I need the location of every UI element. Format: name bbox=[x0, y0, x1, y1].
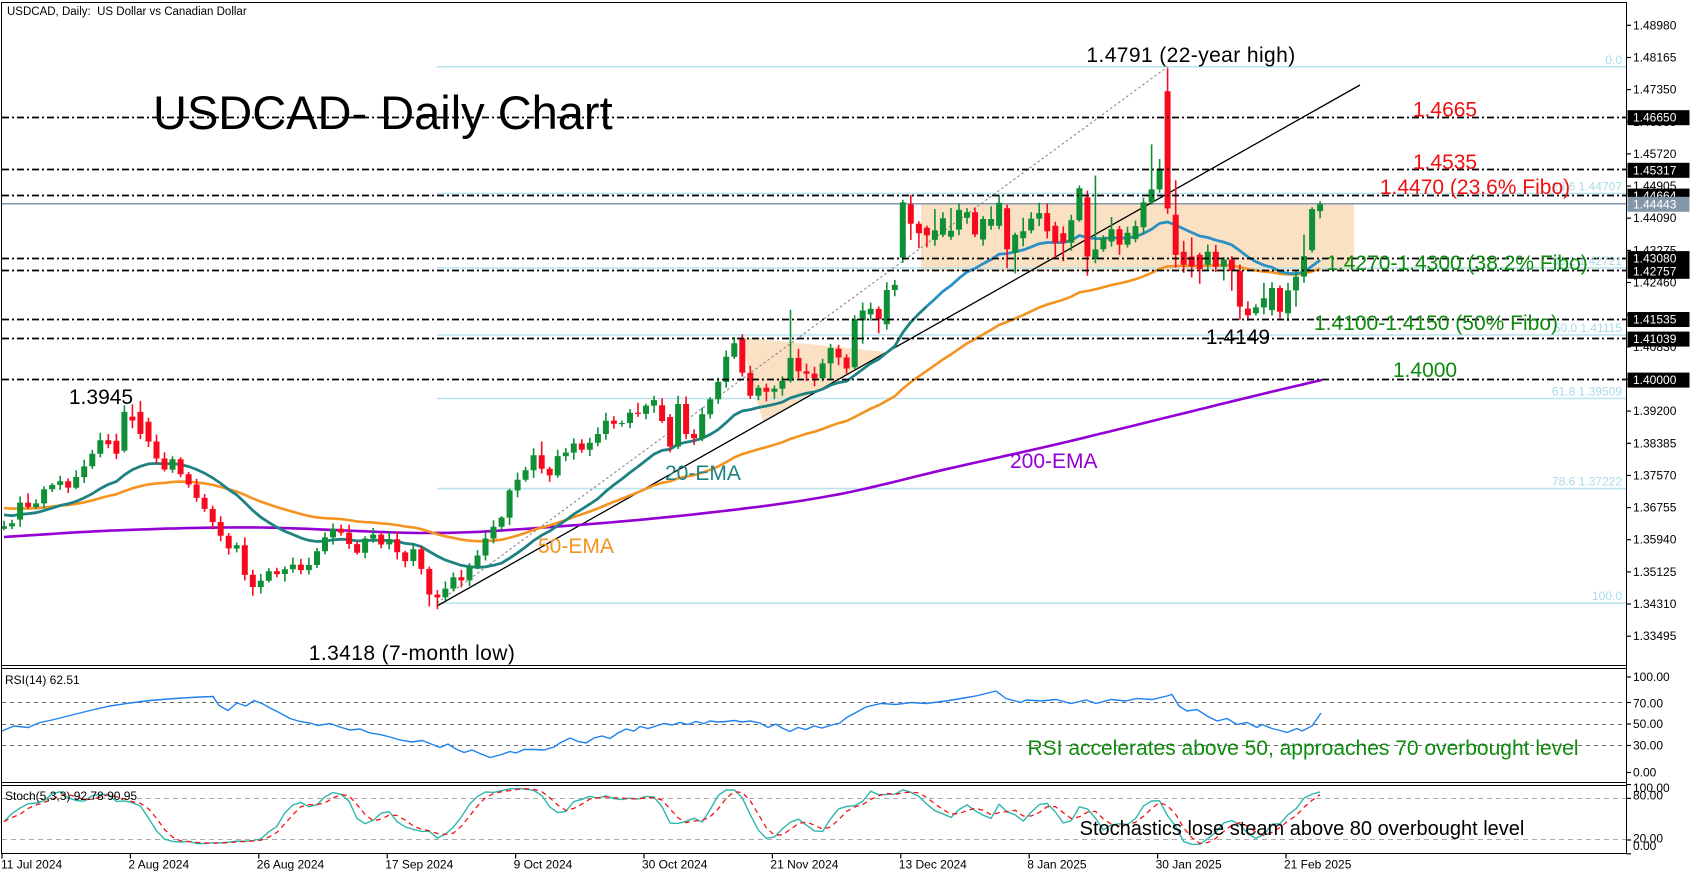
svg-text:1.46650: 1.46650 bbox=[1633, 111, 1677, 125]
svg-text:50-EMA: 50-EMA bbox=[538, 535, 614, 558]
svg-text:1.33495: 1.33495 bbox=[1633, 629, 1677, 643]
svg-text:100.0: 100.0 bbox=[1592, 589, 1622, 603]
svg-text:80.00: 80.00 bbox=[1633, 789, 1663, 803]
svg-text:13 Dec 2024: 13 Dec 2024 bbox=[899, 858, 967, 872]
svg-text:1.41535: 1.41535 bbox=[1633, 313, 1677, 327]
svg-text:26 Aug 2024: 26 Aug 2024 bbox=[257, 858, 325, 872]
svg-text:1.48165: 1.48165 bbox=[1633, 51, 1677, 65]
svg-text:100.00: 100.00 bbox=[1633, 670, 1670, 684]
svg-text:1.3945: 1.3945 bbox=[69, 386, 133, 409]
svg-text:1.48980: 1.48980 bbox=[1633, 18, 1677, 32]
svg-text:61.8 1.39509: 61.8 1.39509 bbox=[1552, 385, 1622, 399]
svg-text:1.4470 (23.6% Fibo): 1.4470 (23.6% Fibo) bbox=[1380, 176, 1570, 199]
svg-text:Stoch(5,3,3) 92.78 90.95: Stoch(5,3,3) 92.78 90.95 bbox=[5, 789, 137, 803]
svg-text:100.00: 100.00 bbox=[1633, 781, 1670, 795]
svg-text:0.00: 0.00 bbox=[1633, 839, 1657, 853]
svg-text:1.44090: 1.44090 bbox=[1633, 211, 1677, 225]
svg-text:Stochastics lose steam above 8: Stochastics lose steam above 80 overboug… bbox=[1080, 818, 1525, 840]
svg-text:21 Nov 2024: 21 Nov 2024 bbox=[770, 858, 838, 872]
svg-text:1.45317: 1.45317 bbox=[1633, 163, 1677, 177]
svg-text:1.4149: 1.4149 bbox=[1206, 326, 1270, 349]
svg-text:1.37570: 1.37570 bbox=[1633, 468, 1677, 482]
svg-text:1.4270-1.4300 (38.2% Fibo): 1.4270-1.4300 (38.2% Fibo) bbox=[1326, 252, 1588, 275]
svg-text:23.6 1.44707: 23.6 1.44707 bbox=[1552, 180, 1622, 194]
svg-text:1.36755: 1.36755 bbox=[1633, 501, 1677, 515]
svg-text:1.40000: 1.40000 bbox=[1633, 373, 1677, 387]
svg-text:0.0: 0.0 bbox=[1605, 53, 1622, 67]
svg-text:8 Jan 2025: 8 Jan 2025 bbox=[1027, 858, 1087, 872]
svg-text:30 Jan 2025: 30 Jan 2025 bbox=[1156, 858, 1222, 872]
svg-text:USDCAD- Daily Chart: USDCAD- Daily Chart bbox=[153, 86, 613, 139]
svg-text:11 Jul 2024: 11 Jul 2024 bbox=[1, 858, 62, 872]
svg-text:30.00: 30.00 bbox=[1633, 739, 1663, 753]
svg-text:USDCAD, Daily: US Dollar vs C: USDCAD, Daily: US Dollar vs Canadian Dol… bbox=[7, 6, 247, 18]
svg-text:1.3418 (7-month low): 1.3418 (7-month low) bbox=[309, 642, 515, 665]
svg-text:50.00: 50.00 bbox=[1633, 717, 1663, 731]
svg-text:0.00: 0.00 bbox=[1633, 766, 1657, 780]
svg-text:1.43080: 1.43080 bbox=[1633, 252, 1677, 266]
svg-text:1.47350: 1.47350 bbox=[1633, 83, 1677, 97]
svg-text:1.35125: 1.35125 bbox=[1633, 565, 1677, 579]
svg-text:2 Aug 2024: 2 Aug 2024 bbox=[128, 858, 189, 872]
svg-text:1.44443: 1.44443 bbox=[1633, 197, 1677, 211]
svg-text:17 Sep 2024: 17 Sep 2024 bbox=[385, 858, 453, 872]
svg-text:1.34310: 1.34310 bbox=[1633, 597, 1677, 611]
svg-text:70.00: 70.00 bbox=[1633, 697, 1663, 711]
svg-text:21 Feb 2025: 21 Feb 2025 bbox=[1284, 858, 1352, 872]
svg-text:RSI(14) 62.51: RSI(14) 62.51 bbox=[5, 673, 80, 687]
svg-text:RSI accelerates above 50, appr: RSI accelerates above 50, approaches 70 … bbox=[1027, 737, 1578, 760]
svg-text:1.38385: 1.38385 bbox=[1633, 436, 1677, 450]
svg-text:1.41039: 1.41039 bbox=[1633, 332, 1677, 346]
svg-text:9 Oct 2024: 9 Oct 2024 bbox=[514, 858, 573, 872]
svg-text:1.4535: 1.4535 bbox=[1413, 151, 1477, 174]
svg-text:1.4791 (22-year high): 1.4791 (22-year high) bbox=[1086, 44, 1295, 67]
svg-text:1.35940: 1.35940 bbox=[1633, 533, 1677, 547]
svg-text:1.39200: 1.39200 bbox=[1633, 404, 1677, 418]
svg-text:30 Oct 2024: 30 Oct 2024 bbox=[642, 858, 708, 872]
svg-text:20-EMA: 20-EMA bbox=[665, 462, 741, 485]
svg-text:20.00: 20.00 bbox=[1633, 832, 1663, 846]
svg-text:1.42460: 1.42460 bbox=[1633, 276, 1677, 290]
svg-text:1.42757: 1.42757 bbox=[1633, 264, 1677, 278]
svg-text:50.0 1.41115: 50.0 1.41115 bbox=[1554, 321, 1623, 335]
svg-text:38.2 1.42721: 38.2 1.42721 bbox=[1552, 254, 1622, 268]
svg-text:1.4665: 1.4665 bbox=[1413, 99, 1477, 122]
svg-text:200-EMA: 200-EMA bbox=[1010, 450, 1098, 473]
svg-text:78.6 1.37222: 78.6 1.37222 bbox=[1552, 475, 1622, 489]
svg-text:1.4100-1.4150 (50% Fibo): 1.4100-1.4150 (50% Fibo) bbox=[1314, 312, 1558, 335]
svg-text:1.45720: 1.45720 bbox=[1633, 147, 1677, 161]
svg-text:1.4000: 1.4000 bbox=[1393, 359, 1457, 382]
